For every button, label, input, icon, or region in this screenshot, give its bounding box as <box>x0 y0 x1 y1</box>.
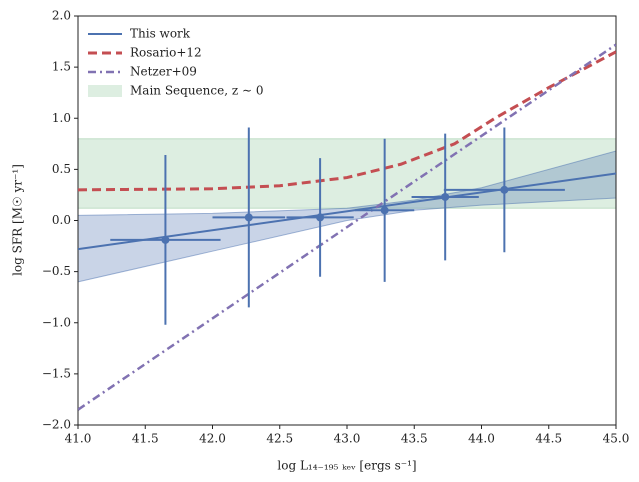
point <box>316 213 325 222</box>
legend-label: Main Sequence, z ∼ 0 <box>130 84 263 98</box>
y-tick-label: −1.0 <box>42 315 71 329</box>
point <box>161 235 170 244</box>
y-tick-label: −2.0 <box>42 418 71 432</box>
y-tick-label: −0.5 <box>42 264 71 278</box>
x-tick-label: 44.0 <box>468 432 495 446</box>
x-tick-label: 41.0 <box>65 432 92 446</box>
legend-label: Netzer+09 <box>130 65 197 79</box>
x-tick-label: 42.5 <box>266 432 293 446</box>
y-tick-label: 0.5 <box>52 162 71 176</box>
legend-label: Rosario+12 <box>130 46 202 60</box>
point <box>244 213 253 222</box>
x-tick-label: 44.5 <box>535 432 562 446</box>
point <box>380 206 389 215</box>
y-axis-label: log SFR [M☉ yr⁻¹] <box>11 164 25 276</box>
point <box>500 185 509 194</box>
legend-swatch <box>88 85 122 97</box>
y-tick-label: 0.0 <box>52 213 71 227</box>
x-tick-label: 42.0 <box>199 432 226 446</box>
line <box>78 172 616 251</box>
line <box>78 50 616 192</box>
x-tick-label: 43.0 <box>334 432 361 446</box>
x-tick-label: 43.5 <box>401 432 428 446</box>
legend-label: This work <box>130 27 191 41</box>
y-tick-label: 2.0 <box>52 9 71 23</box>
x-axis-label: log L₁₄₋₁₉₅ ₖₑᵥ [ergs s⁻¹] <box>277 459 416 473</box>
point <box>441 192 450 201</box>
x-tick-label: 41.5 <box>132 432 159 446</box>
y-tick-label: 1.0 <box>52 111 71 125</box>
x-tick-label: 45.0 <box>603 432 630 446</box>
line <box>78 43 616 411</box>
y-tick-label: −1.5 <box>42 366 71 380</box>
y-tick-label: 1.5 <box>52 60 71 74</box>
